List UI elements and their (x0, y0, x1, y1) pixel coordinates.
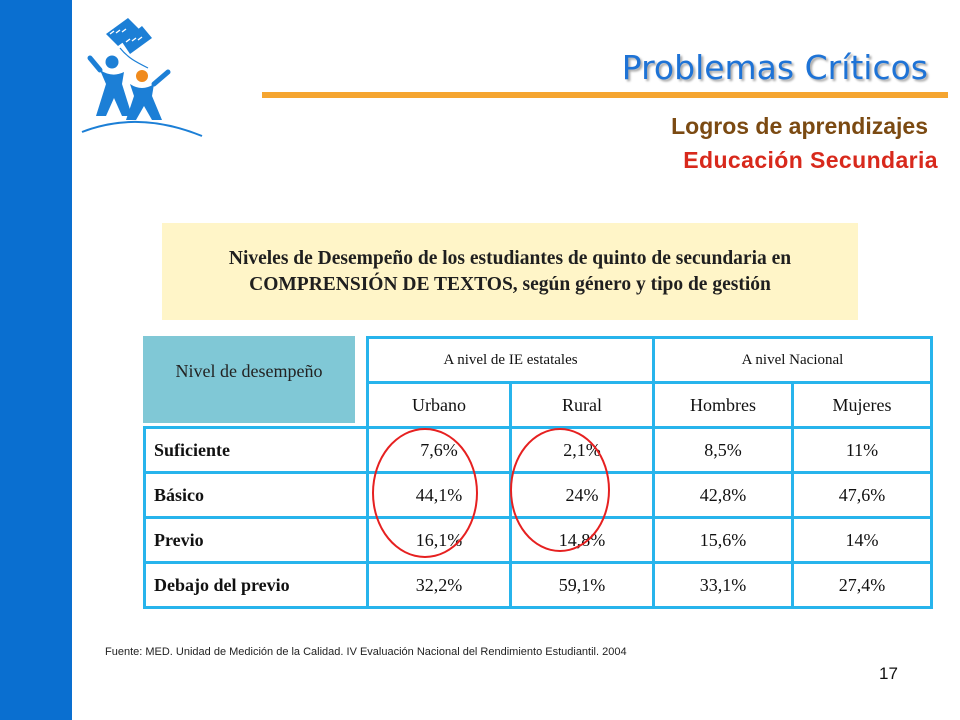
empty-corner-cell (145, 383, 368, 428)
table-caption: Niveles de Desempeño de los estudiantes … (228, 247, 792, 295)
table-cell: 33,1% (652, 561, 794, 609)
table-row: Debajo del previo 32,2% 59,1% 33,1% 27,4… (143, 561, 933, 609)
highlight-circle-urbano (372, 428, 478, 558)
table-cell: 8,5% (652, 426, 794, 474)
empty-corner-cell (145, 338, 368, 383)
group-header-national: A nivel Nacional (652, 336, 933, 384)
table-cell: 59,1% (509, 561, 655, 609)
title-underline (262, 92, 948, 98)
column-header-rural: Rural (509, 381, 655, 429)
page-number: 17 (879, 664, 898, 683)
column-header-mujeres: Mujeres (791, 381, 933, 429)
level-header-label: Nivel de desempeño (175, 361, 323, 381)
row-label: Previo (143, 516, 369, 564)
adult-figure-icon (126, 69, 171, 120)
column-header-row: Urbano Rural Hombres Mujeres (145, 381, 933, 429)
row-label: Debajo del previo (143, 561, 369, 609)
table-caption-box: Niveles de Desempeño de los estudiantes … (162, 223, 858, 320)
slide-title: Problemas Críticos (621, 48, 928, 87)
group-header-state: A nivel de IE estatales (366, 336, 655, 384)
column-header-urbano: Urbano (366, 381, 512, 429)
ministry-logo-icon (81, 18, 203, 137)
subtitle-educacion: Educación Secundaria (683, 147, 938, 173)
level-header-cell (143, 336, 355, 423)
table-cell: 47,6% (791, 471, 933, 519)
table-cell: 27,4% (791, 561, 933, 609)
child-figure-icon (87, 55, 132, 116)
table-cell: 32,2% (366, 561, 512, 609)
group-header-row: A nivel de IE estatales A nivel Nacional (145, 336, 933, 384)
table-cell: 14% (791, 516, 933, 564)
row-label: Básico (143, 471, 369, 519)
table-cell: 11% (791, 426, 933, 474)
table-cell: 15,6% (652, 516, 794, 564)
left-accent-bar (0, 0, 72, 720)
source-note: Fuente: MED. Unidad de Medición de la Ca… (105, 646, 627, 658)
row-label: Suficiente (143, 426, 369, 474)
table-cell: 42,8% (652, 471, 794, 519)
highlight-circle-rural (510, 428, 610, 552)
book-icon (106, 18, 152, 69)
column-header-hombres: Hombres (652, 381, 794, 429)
subtitle-logros: Logros de aprendizajes (671, 113, 928, 139)
